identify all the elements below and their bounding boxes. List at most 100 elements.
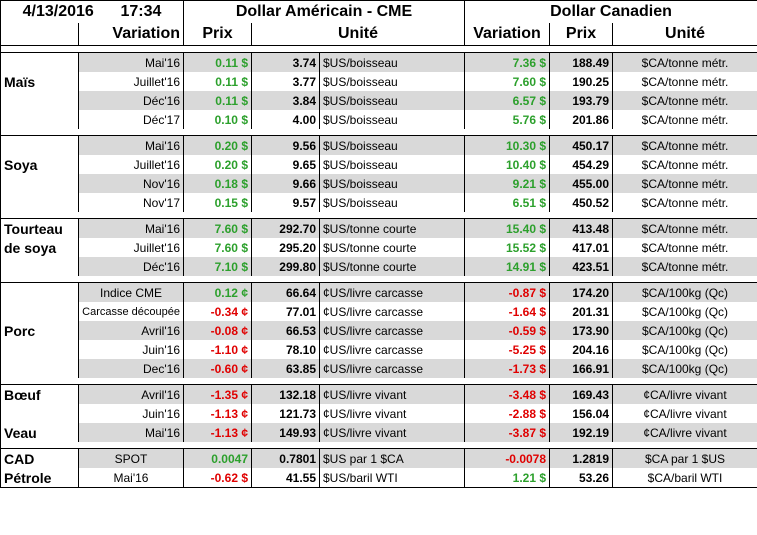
usd-price: 3.74 — [251, 52, 320, 72]
cad-unit: $CA/100kg (Qc) — [612, 282, 757, 302]
header-row-1: 4/13/2016 17:34 Dollar Américain - CME D… — [0, 0, 757, 23]
cad-variation: -3.87 $ — [464, 423, 551, 442]
category-label: Pétrole — [0, 468, 79, 488]
usd-unit: $US/tonne courte — [318, 238, 466, 257]
category-label — [0, 110, 79, 129]
period-label: Avril'16 — [78, 384, 184, 404]
date-time: 4/13/2016 17:34 — [0, 0, 184, 23]
category-label — [0, 302, 79, 321]
cad-variation: -0.0078 — [464, 448, 551, 468]
usd-variation: 0.0047 — [183, 448, 252, 468]
cad-variation: 15.52 $ — [464, 238, 551, 257]
usd-variation: 0.11 $ — [183, 91, 252, 110]
cad-unit: $CA/tonne métr. — [612, 72, 757, 91]
usd-unit: $US/boisseau — [318, 155, 466, 174]
usd-unit: ¢US/livre vivant — [318, 423, 466, 442]
period-label: Juillet'16 — [78, 155, 184, 174]
usd-variation: 0.11 $ — [183, 72, 252, 91]
cad-unit: $CA/tonne métr. — [612, 52, 757, 72]
cad-unit: $CA/tonne métr. — [612, 193, 757, 212]
usd-variation: 0.18 $ — [183, 174, 252, 193]
usd-price: 149.93 — [251, 423, 320, 442]
cad-unit: $CA/tonne métr. — [612, 238, 757, 257]
usd-unit: $US par 1 $CA — [318, 448, 466, 468]
table-row: Porc Avril'16 -0.08 ¢ 66.53 ¢US/livre carcas… — [0, 321, 757, 340]
usd-variation: 7.10 $ — [183, 257, 252, 276]
usd-variation: -1.35 ¢ — [183, 384, 252, 404]
usd-variation: 0.15 $ — [183, 193, 252, 212]
cad-price: 201.86 — [549, 110, 614, 129]
usd-price: 63.85 — [251, 359, 320, 378]
table-row: Juin'16 -1.10 ¢ 78.10 ¢US/livre carcasse -5.… — [0, 340, 757, 359]
cad-price: 454.29 — [549, 155, 614, 174]
cad-price: 204.16 — [549, 340, 614, 359]
cad-price: 201.31 — [549, 302, 614, 321]
category-label — [0, 257, 79, 276]
cad-price: 450.17 — [549, 135, 614, 155]
usd-unit: $US/baril WTI — [318, 468, 466, 488]
usd-variation: -0.34 ¢ — [183, 302, 252, 321]
usd-variation: 0.11 $ — [183, 52, 252, 72]
usd-price: 292.70 — [251, 218, 320, 238]
period-label: Mai'16 — [78, 468, 184, 488]
cad-unit-header: Unité — [612, 23, 757, 46]
category-label: Soya — [0, 155, 79, 174]
cad-price: 417.01 — [549, 238, 614, 257]
usd-price: 9.66 — [251, 174, 320, 193]
table-row: Carcasse découpée -0.34 ¢ 77.01 ¢US/livre c… — [0, 302, 757, 321]
report-time: 17:34 — [120, 3, 162, 20]
usd-unit: $US/boisseau — [318, 135, 466, 155]
category-label — [0, 174, 79, 193]
cad-price: 192.19 — [549, 423, 614, 442]
category-label — [0, 135, 79, 155]
usd-unit: ¢US/livre vivant — [318, 404, 466, 423]
usd-unit: $US/boisseau — [318, 91, 466, 110]
period-label: Déc'16 — [78, 257, 184, 276]
period-label: Déc'16 — [78, 91, 184, 110]
cad-price-header: Prix — [549, 23, 614, 46]
usd-unit: ¢US/livre vivant — [318, 384, 466, 404]
category-label — [0, 52, 79, 72]
usd-price: 41.55 — [251, 468, 320, 488]
usd-unit: ¢US/livre carcasse — [318, 302, 466, 321]
cad-unit: ¢CA/livre vivant — [612, 423, 757, 442]
period-label: Avril'16 — [78, 321, 184, 340]
usd-price: 299.80 — [251, 257, 320, 276]
cad-section-title: Dollar Canadien — [464, 0, 757, 23]
category-label — [0, 282, 79, 302]
usd-price: 4.00 — [251, 110, 320, 129]
usd-price: 121.73 — [251, 404, 320, 423]
usd-variation: 7.60 $ — [183, 238, 252, 257]
cad-unit: ¢CA/livre vivant — [612, 404, 757, 423]
separator-cell — [0, 45, 757, 53]
table-row: Veau Mai'16 -1.13 ¢ 149.93 ¢US/livre vivant -… — [0, 423, 757, 442]
cad-unit: $CA/tonne métr. — [612, 174, 757, 193]
period-label: Carcasse découpée — [78, 302, 184, 321]
period-label: Nov'17 — [78, 193, 184, 212]
table-row: Nov'17 0.15 $9.57 $US/boisseau 6.51 $450.52… — [0, 193, 757, 212]
usd-variation: -1.10 ¢ — [183, 340, 252, 359]
table-row: Mai'16 0.11 $3.74 $US/boisseau 7.36 $188.49… — [0, 52, 757, 72]
category-label: de soya — [0, 238, 79, 257]
table-row: Nov'16 0.18 $9.66 $US/boisseau 9.21 $455.00… — [0, 174, 757, 193]
usd-price: 9.56 — [251, 135, 320, 155]
cad-price: 188.49 — [549, 52, 614, 72]
period-label: Mai'16 — [78, 218, 184, 238]
cad-unit: $CA/tonne métr. — [612, 155, 757, 174]
cad-unit: $CA/100kg (Qc) — [612, 302, 757, 321]
category-label: Maïs — [0, 72, 79, 91]
table-row: CAD SPOT 0.0047 0.7801 $US par 1 $CA -0.0078 1… — [0, 448, 757, 468]
usd-price: 77.01 — [251, 302, 320, 321]
usd-unit: ¢US/livre carcasse — [318, 321, 466, 340]
usd-price: 9.57 — [251, 193, 320, 212]
category-label — [0, 91, 79, 110]
category-label — [0, 359, 79, 378]
category-label: CAD — [0, 448, 79, 468]
table-row: Indice CME 0.12 ¢ 66.64 ¢US/livre carcasse -… — [0, 282, 757, 302]
cad-variation: -0.59 $ — [464, 321, 551, 340]
table-row: Déc'16 0.11 $3.84 $US/boisseau 6.57 $193.79… — [0, 91, 757, 110]
usd-unit: ¢US/livre carcasse — [318, 282, 466, 302]
cad-variation-header: Variation — [464, 23, 551, 46]
usd-unit: $US/boisseau — [318, 174, 466, 193]
usd-unit: ¢US/livre carcasse — [318, 340, 466, 359]
